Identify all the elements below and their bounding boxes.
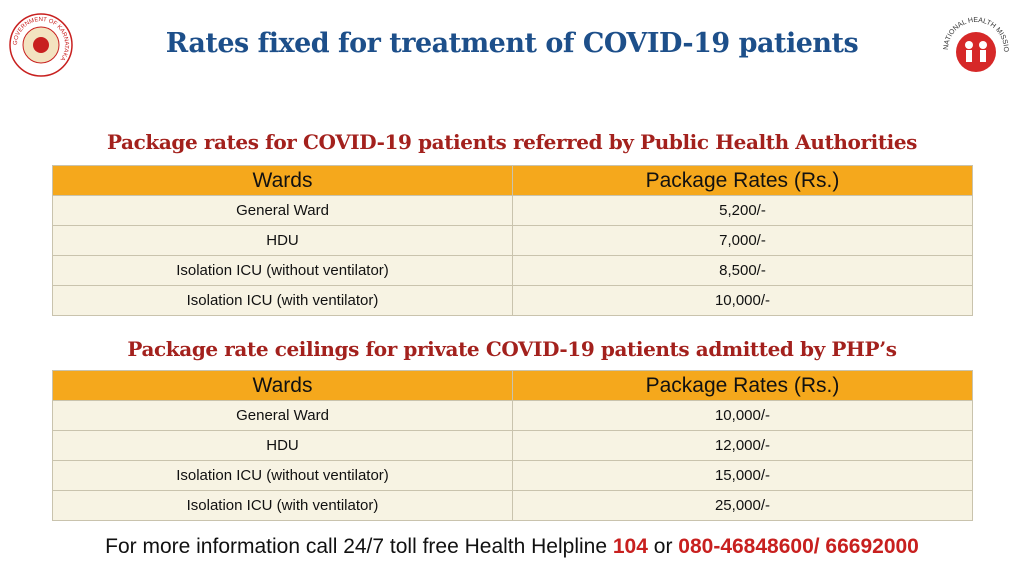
rate-cell: 5,200/- <box>512 195 973 226</box>
helpline-number: 104 <box>612 535 648 558</box>
header-row: Wards Package Rates (Rs.) <box>52 165 973 196</box>
ward-cell: HDU <box>52 225 513 256</box>
title: Rates fixed for treatment of COVID-19 pa… <box>165 28 859 59</box>
footer-text: For more information call 24/7 toll free… <box>105 535 608 558</box>
footer: For more information call 24/7 toll free… <box>0 535 1024 559</box>
rate-cell: 8,500/- <box>512 255 973 286</box>
rates-table: Wards Package Rates (Rs.) General Ward 10,0… <box>52 370 973 521</box>
table-row: General Ward 5,200/- <box>52 195 973 226</box>
ward-cell: Isolation ICU (with ventilator) <box>52 490 513 521</box>
footer-text: or <box>653 535 673 558</box>
ward-cell: General Ward <box>52 195 513 226</box>
karnataka-logo: GOVERNMENT OF KARNATAKA <box>9 13 73 77</box>
rate-cell: 7,000/- <box>512 225 973 256</box>
column-header: Package Rates (Rs.) <box>512 165 973 196</box>
table-row: Isolation ICU (with ventilator) 25,000/- <box>52 490 973 521</box>
section-title: Package rates for COVID-19 patients refe… <box>106 130 918 154</box>
ward-cell: Isolation ICU (without ventilator) <box>52 460 513 491</box>
nhm-logo: NATIONAL HEALTH MISSION <box>936 12 1009 72</box>
rate-cell: 10,000/- <box>512 400 973 431</box>
ward-cell: Isolation ICU (with ventilator) <box>52 285 513 316</box>
header-row: Wards Package Rates (Rs.) <box>52 370 973 401</box>
table-row: Isolation ICU (without ventilator) 8,500/… <box>52 255 973 286</box>
ward-cell: General Ward <box>52 400 513 431</box>
column-header: Package Rates (Rs.) <box>512 370 973 401</box>
section-title: Package rate ceilings for private COVID-… <box>127 337 897 361</box>
rate-cell: 25,000/- <box>512 490 973 521</box>
table-row: HDU 12,000/- <box>52 430 973 461</box>
rate-cell: 10,000/- <box>512 285 973 316</box>
ward-cell: Isolation ICU (without ventilator) <box>52 255 513 286</box>
table-row: General Ward 10,000/- <box>52 400 973 431</box>
table-row: Isolation ICU (with ventilator) 10,000/- <box>52 285 973 316</box>
table-row: HDU 7,000/- <box>52 225 973 256</box>
rate-cell: 15,000/- <box>512 460 973 491</box>
phone-numbers: 080-46848600/ 66692000 <box>678 535 919 558</box>
column-header: Wards <box>52 165 513 196</box>
table-row: Isolation ICU (without ventilator) 15,000… <box>52 460 973 491</box>
rates-table: Wards Package Rates (Rs.) General Ward 5,20… <box>52 165 973 316</box>
rate-cell: 12,000/- <box>512 430 973 461</box>
ward-cell: HDU <box>52 430 513 461</box>
column-header: Wards <box>52 370 513 401</box>
